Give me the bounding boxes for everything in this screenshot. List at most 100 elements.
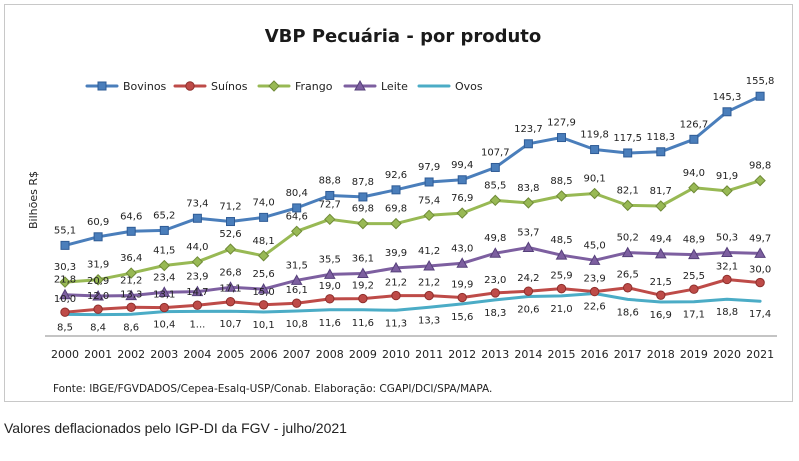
- data-label-ovos: 10,8: [286, 319, 308, 330]
- data-labels: 55,1 60,9 64,6 65,2 73,4 71,2 74,0 80,4 88,8 87,8…: [54, 76, 775, 333]
- data-label-frango: 52,6: [219, 229, 241, 240]
- data-label-leite: 53,7: [517, 227, 539, 238]
- data-point-bovinos: [457, 175, 467, 185]
- data-point-sunos: [755, 277, 765, 288]
- data-label-sunos: 21,2: [385, 278, 407, 289]
- x-axis-ticks: 2000 2001 2002 2003 2004 2005 2006 2007 2008 2009…: [51, 348, 774, 361]
- data-label-ovos: 1...: [189, 319, 205, 330]
- data-label-leite: 20,9: [87, 276, 109, 287]
- data-label-bovinos: 88,8: [319, 175, 341, 186]
- data-point-frango: [489, 194, 502, 207]
- data-point-frango: [158, 259, 171, 272]
- data-point-sunos: [556, 283, 567, 294]
- data-label-sunos: 13,1: [153, 290, 175, 301]
- data-point-frango: [290, 225, 303, 238]
- data-point-sunos: [689, 284, 699, 294]
- data-point-sunos: [424, 290, 434, 301]
- data-label-leite: 41,2: [418, 246, 440, 257]
- data-label-ovos: 18,8: [716, 307, 738, 318]
- data-point-leite: [357, 267, 369, 279]
- data-label-ovos: 10,7: [219, 319, 241, 330]
- data-point-leite: [423, 259, 435, 271]
- x-tick-label: 2014: [514, 348, 542, 361]
- data-label-bovinos: 145,3: [713, 92, 742, 103]
- data-label-leite: 26,8: [219, 267, 241, 278]
- data-label-leite: 36,1: [352, 254, 374, 265]
- data-label-frango: 81,7: [650, 186, 672, 197]
- data-point-sunos: [126, 302, 136, 312]
- chart-frame: VBP Pecuária - por produto Bovinos Suínos…: [4, 4, 793, 402]
- data-label-leite: 23,9: [186, 272, 208, 283]
- data-point-frango: [655, 200, 667, 212]
- data-point-bovinos: [424, 177, 434, 187]
- x-tick-label: 2002: [117, 348, 145, 361]
- data-point-leite: [522, 241, 535, 252]
- data-label-ovos: 17,1: [683, 310, 705, 321]
- data-point-leite: [158, 286, 171, 297]
- data-point-bovinos: [689, 134, 699, 144]
- data-label-ovos: 13,3: [418, 315, 440, 326]
- data-label-sunos: 25,5: [683, 271, 705, 282]
- legend-label: Ovos: [455, 80, 483, 93]
- data-label-frango: 31,9: [87, 260, 109, 271]
- data-label-sunos: 19,2: [352, 281, 374, 292]
- data-point-leite: [257, 283, 270, 294]
- data-point-frango: [688, 182, 700, 194]
- x-tick-label: 2012: [448, 348, 476, 361]
- data-point-bovinos: [60, 240, 70, 250]
- x-tick-label: 2001: [84, 348, 112, 361]
- data-point-sunos: [457, 292, 467, 303]
- data-label-bovinos: 60,9: [87, 217, 109, 228]
- data-label-ovos: 15,6: [451, 312, 473, 323]
- data-point-frango: [456, 207, 468, 219]
- data-label-bovinos: 118,3: [646, 132, 675, 143]
- legend-swatch-marker: [354, 79, 366, 91]
- y-axis-label: Bilhões R$: [27, 171, 40, 229]
- data-point-frango: [721, 185, 733, 197]
- data-label-sunos: 16,1: [286, 285, 308, 296]
- data-label-bovinos: 107,7: [481, 147, 510, 158]
- data-point-frango: [390, 217, 402, 230]
- legend-label: Bovinos: [123, 80, 167, 93]
- series-line-bovinos: [63, 94, 762, 247]
- data-label-sunos: 23,0: [484, 275, 506, 286]
- data-point-bovinos: [623, 148, 633, 158]
- data-label-sunos: 19,0: [319, 281, 341, 292]
- data-label-ovos: 21,0: [550, 304, 572, 315]
- data-point-bovinos: [755, 91, 765, 101]
- data-point-bovinos: [159, 225, 169, 235]
- data-label-frango: 76,9: [451, 193, 473, 204]
- data-label-ovos: 17,4: [749, 309, 771, 320]
- data-point-sunos: [292, 298, 302, 308]
- data-point-frango: [257, 250, 270, 262]
- data-point-leite: [489, 247, 502, 258]
- data-point-sunos: [589, 286, 600, 297]
- legend-label: Leite: [381, 80, 408, 93]
- data-label-bovinos: 73,4: [186, 198, 208, 209]
- data-label-ovos: 11,3: [385, 318, 407, 329]
- data-point-frango: [754, 174, 766, 187]
- data-label-sunos: 32,1: [716, 261, 738, 272]
- data-label-leite: 21,8: [54, 275, 76, 286]
- data-label-leite: 25,6: [252, 269, 274, 280]
- data-label-frango: 69,8: [385, 204, 407, 215]
- data-label-leite: 49,7: [749, 233, 771, 244]
- data-label-frango: 44,0: [186, 242, 208, 253]
- data-point-bovinos: [391, 185, 401, 195]
- data-label-leite: 45,0: [583, 240, 605, 251]
- series-markers: [59, 91, 766, 317]
- line-chart: VBP Pecuária - por produto Bovinos Suínos…: [27, 26, 777, 361]
- x-tick-label: 2010: [382, 348, 410, 361]
- x-tick-label: 2016: [581, 348, 609, 361]
- data-point-bovinos: [259, 212, 269, 222]
- data-label-bovinos: 123,7: [514, 124, 543, 135]
- x-tick-label: 2017: [614, 348, 642, 361]
- legend-swatch-marker: [185, 81, 195, 91]
- x-tick-label: 2007: [283, 348, 311, 361]
- data-label-frango: 64,6: [286, 211, 308, 222]
- data-label-sunos: 10,0: [54, 294, 76, 305]
- data-label-ovos: 10,1: [252, 320, 274, 331]
- data-label-ovos: 16,9: [650, 310, 672, 321]
- x-tick-label: 2015: [548, 348, 576, 361]
- x-tick-label: 2008: [316, 348, 344, 361]
